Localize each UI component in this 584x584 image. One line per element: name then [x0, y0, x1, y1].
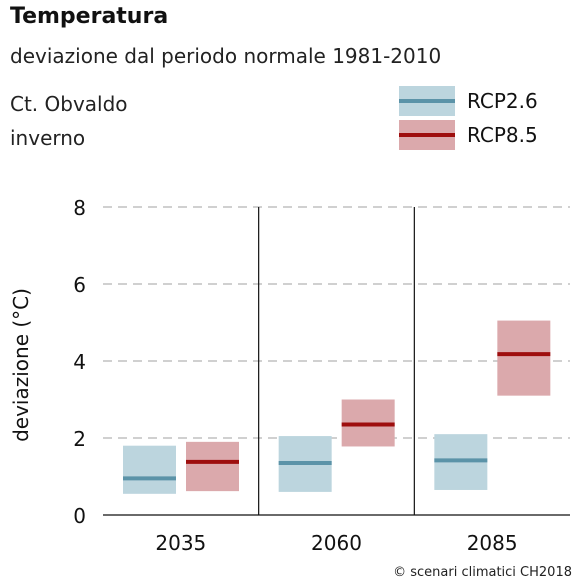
season-label: inverno	[10, 126, 86, 150]
x-tick-label: 2060	[311, 531, 362, 555]
region-label: Ct. Obvaldo	[10, 92, 128, 116]
range-box-rcp26-2035	[123, 445, 176, 494]
y-tick-label: 0	[73, 504, 86, 528]
y-tick-label: 4	[73, 350, 86, 374]
x-tick-label: 2085	[467, 531, 518, 555]
legend-label: RCP2.6	[467, 89, 538, 113]
legend-label: RCP8.5	[467, 123, 538, 147]
x-tick-label: 2035	[155, 531, 206, 555]
chart-subtitle: deviazione dal periodo normale 1981-2010	[10, 44, 442, 68]
chart-title: Temperatura	[10, 4, 169, 29]
range-box-rcp85-2085	[497, 320, 551, 396]
range-box-rcp85-2035	[186, 441, 239, 492]
y-tick-label: 2	[73, 427, 86, 451]
copyright-credit: © scenari climatici CH2018	[393, 565, 572, 580]
y-axis-label: deviazione (°C)	[9, 288, 33, 442]
y-tick-label: 6	[73, 273, 86, 297]
y-tick-label: 8	[73, 196, 86, 220]
